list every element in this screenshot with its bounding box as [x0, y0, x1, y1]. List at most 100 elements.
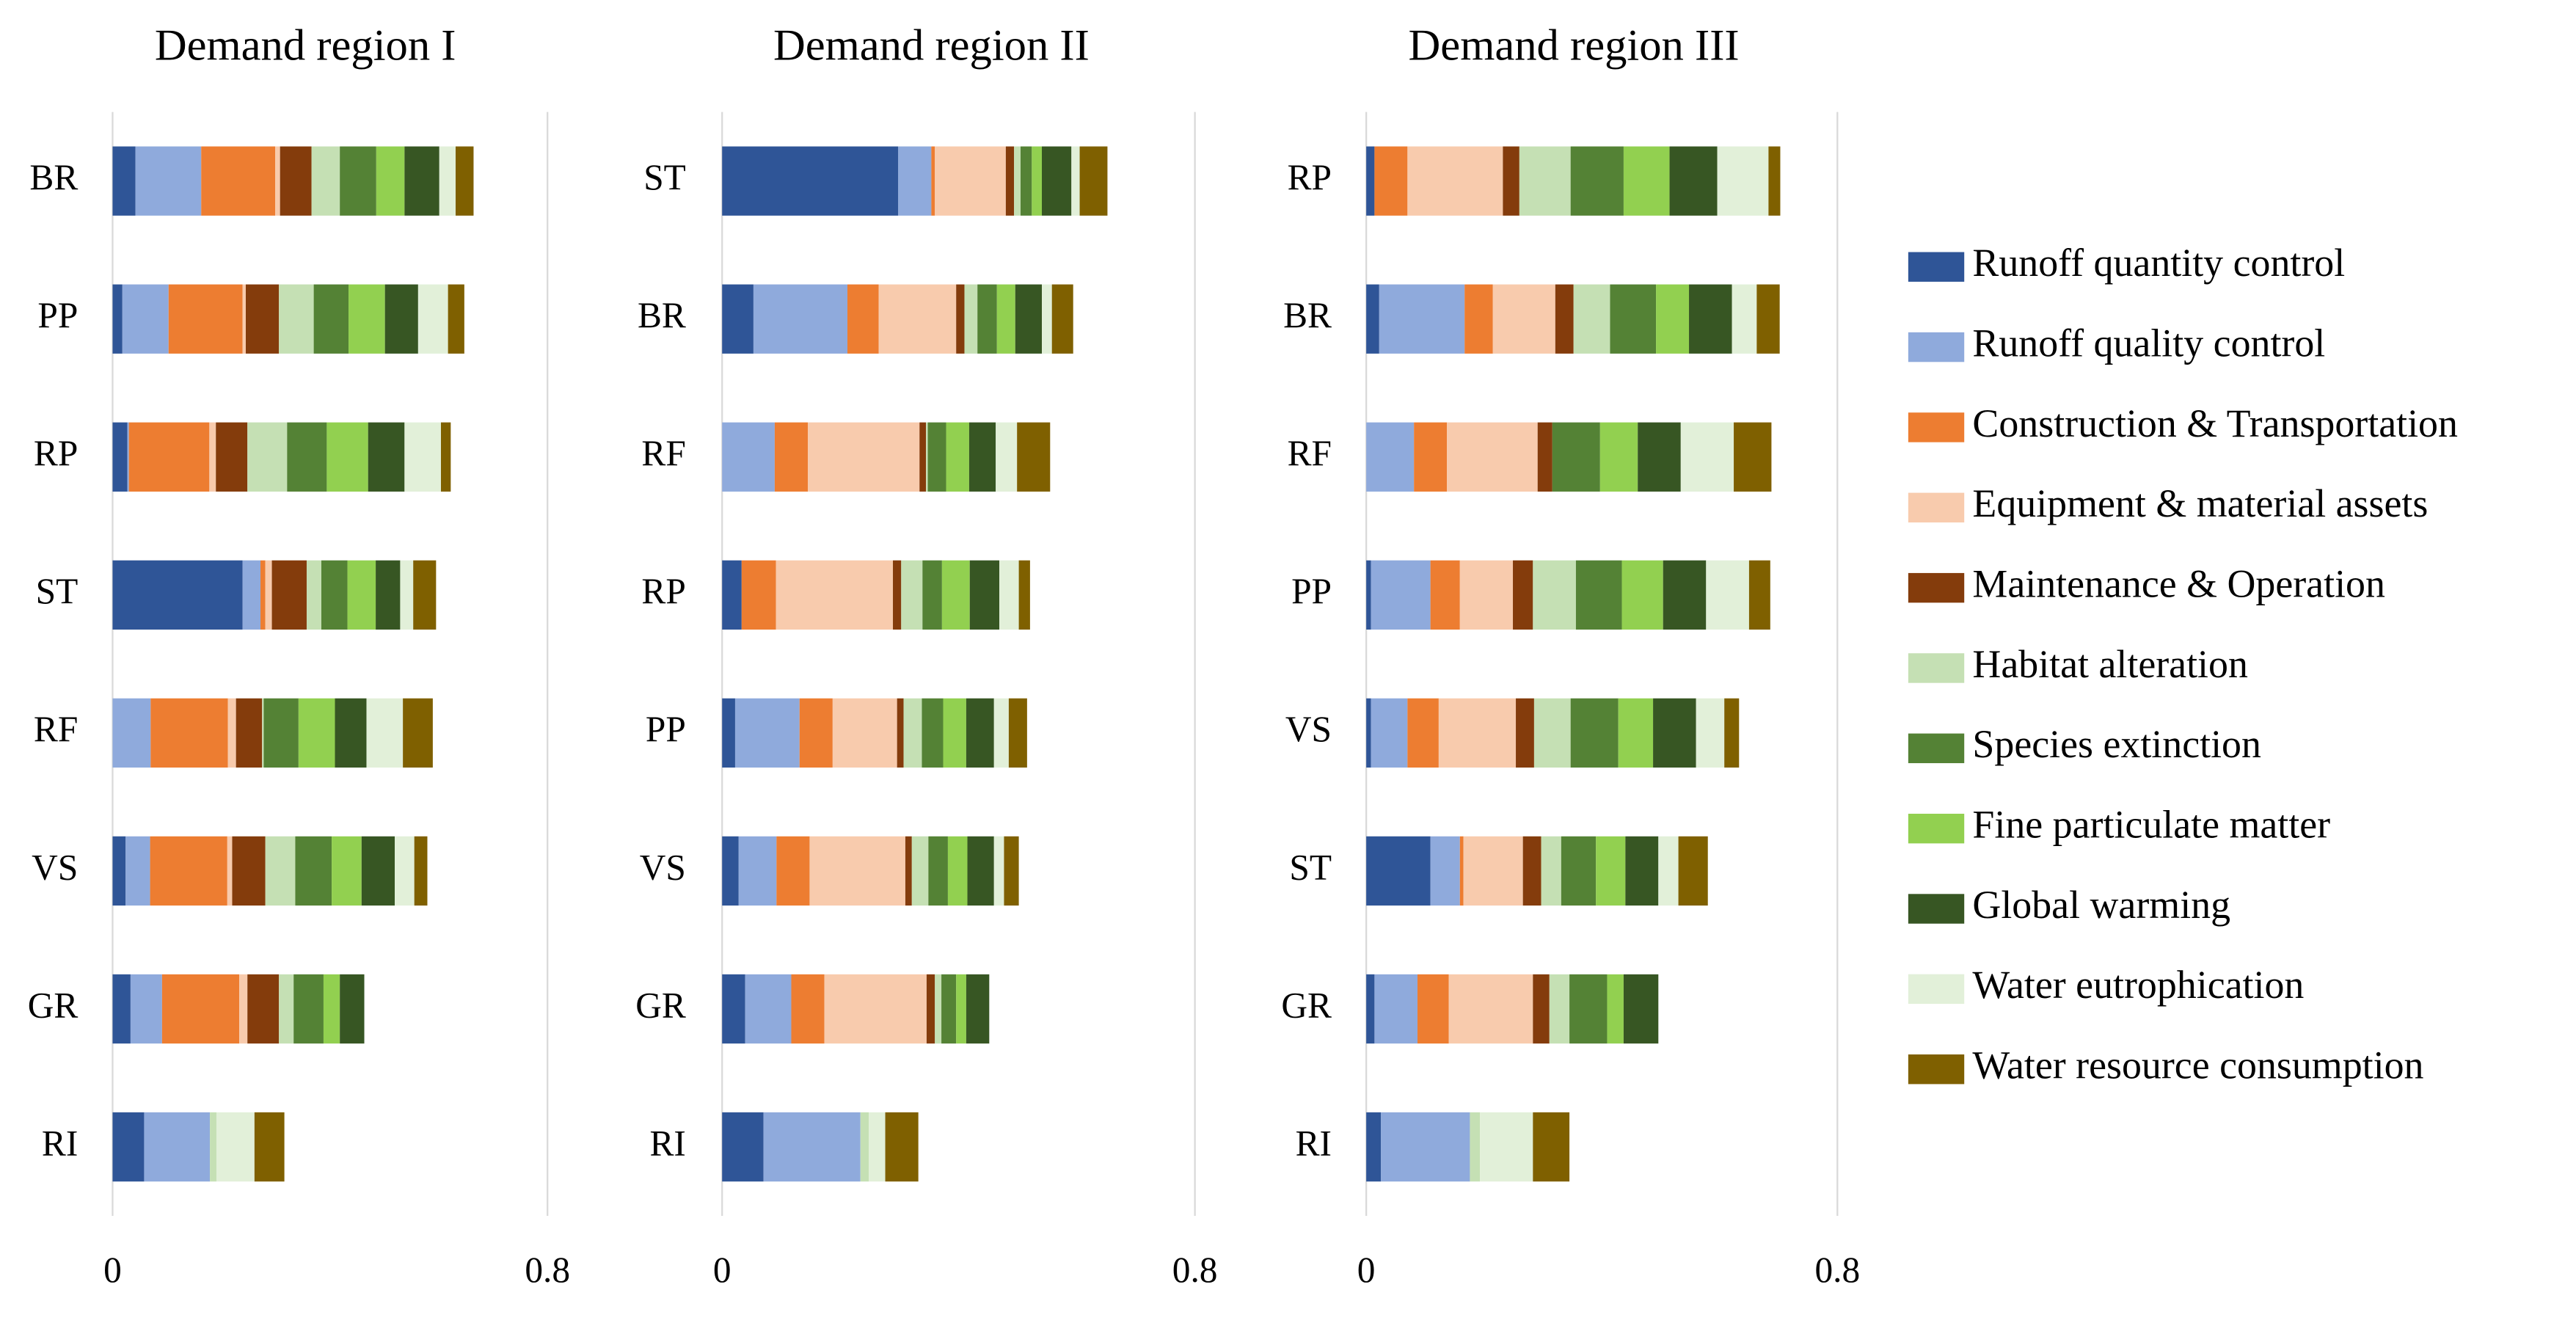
y-tick-label: RP [34, 433, 78, 473]
bar-segment [1430, 836, 1460, 906]
bar-segment [1625, 836, 1659, 906]
y-tick-label: RP [1288, 157, 1332, 197]
bar-segment [808, 422, 920, 492]
bar-segment [275, 146, 280, 216]
bar-segment [1516, 698, 1534, 768]
bar-segment [1492, 284, 1555, 354]
bar-segment [112, 974, 131, 1044]
bar-segment [400, 560, 414, 630]
legend-swatch [1908, 572, 1965, 603]
legend-swatch [1908, 653, 1965, 683]
bar-segment [263, 698, 299, 768]
bar-segment [1607, 974, 1624, 1044]
bar-segment [905, 836, 912, 906]
legend-swatch [1908, 813, 1965, 844]
bar-segment [977, 284, 997, 354]
bar-segment [956, 974, 966, 1044]
bar-segment [332, 836, 362, 906]
bar-segment [245, 284, 280, 354]
bar-segment [941, 560, 970, 630]
bar-segment [293, 974, 324, 1044]
bar-segment [1071, 146, 1080, 216]
bar-segment [216, 1112, 255, 1182]
bar-segment [898, 146, 932, 216]
bar-segment [1366, 284, 1379, 354]
bar-segment [969, 560, 1000, 630]
bar-segment [1051, 284, 1073, 354]
y-tick-label: ST [1289, 847, 1332, 887]
bar-segment [1541, 836, 1561, 906]
bar-segment [254, 1112, 285, 1182]
bar-segment [774, 422, 809, 492]
bar-segment [1533, 698, 1571, 768]
legend-label: Equipment & material assets [1972, 481, 2428, 525]
bar-segment [1748, 560, 1770, 630]
bar-segment [1018, 560, 1030, 630]
bar-segment [1533, 1112, 1570, 1182]
bar-segment [210, 1112, 216, 1182]
bar-segment [1570, 698, 1619, 768]
bar-segment [404, 422, 441, 492]
bar-segment [809, 836, 905, 906]
legend-swatch [1908, 332, 1965, 362]
bar-segment [112, 1112, 145, 1182]
bar-segment [776, 836, 810, 906]
bar-segment [247, 974, 280, 1044]
bar-segment [1366, 146, 1375, 216]
bar-segment [1079, 146, 1108, 216]
bar-segment [340, 146, 376, 216]
y-tick-label: BR [638, 295, 686, 335]
bar-segment [265, 836, 296, 906]
bar-segment [1656, 284, 1690, 354]
bar-segment [1503, 146, 1519, 216]
bar-segment [928, 836, 948, 906]
legend-label: Runoff quantity control [1972, 241, 2345, 285]
bar-segment [1618, 698, 1654, 768]
y-tick-label: RF [641, 433, 685, 473]
bar-segment [1017, 422, 1051, 492]
bar-segment [112, 698, 151, 768]
bar-segment [1610, 284, 1657, 354]
bar-segment [922, 698, 944, 768]
bar-segment [1575, 560, 1622, 630]
bar-segment [216, 422, 248, 492]
bar-segment [130, 974, 162, 1044]
bar-segment [722, 560, 742, 630]
y-tick-label: RI [42, 1123, 78, 1163]
bar-segment [1464, 284, 1493, 354]
bar-segment [361, 836, 395, 906]
bar-segment [112, 146, 136, 216]
bar-segment [1374, 974, 1417, 1044]
bar-segment [368, 422, 405, 492]
legend-swatch [1908, 894, 1965, 924]
bar-segment [1689, 284, 1732, 354]
bar-segment [279, 284, 314, 354]
bar-segment [1555, 284, 1574, 354]
bar-segment [776, 560, 894, 630]
bar-segment [1004, 836, 1019, 906]
legend-swatch [1908, 733, 1965, 764]
bar-segment [922, 560, 942, 630]
x-tick-label: 0.8 [1172, 1250, 1218, 1290]
bar-segment [262, 698, 264, 768]
bar-segment [1430, 560, 1460, 630]
bar-segment [996, 422, 1018, 492]
bar-segment [112, 422, 128, 492]
bar-segment [287, 422, 327, 492]
bar-segment [722, 284, 754, 354]
bar-segment [927, 422, 946, 492]
bar-segment [144, 1112, 211, 1182]
bar-segment [127, 422, 129, 492]
bar-segment [122, 284, 169, 354]
bar-segment [947, 836, 968, 906]
bar-segment [1696, 698, 1725, 768]
bar-segment [1638, 422, 1681, 492]
bar-segment [201, 146, 276, 216]
legend-label: Habitat alteration [1972, 642, 2248, 686]
bar-segment [242, 284, 246, 354]
bar-segment [722, 974, 745, 1044]
bar-segment [1371, 698, 1408, 768]
bar-segment [414, 836, 428, 906]
bar-segment [313, 284, 349, 354]
